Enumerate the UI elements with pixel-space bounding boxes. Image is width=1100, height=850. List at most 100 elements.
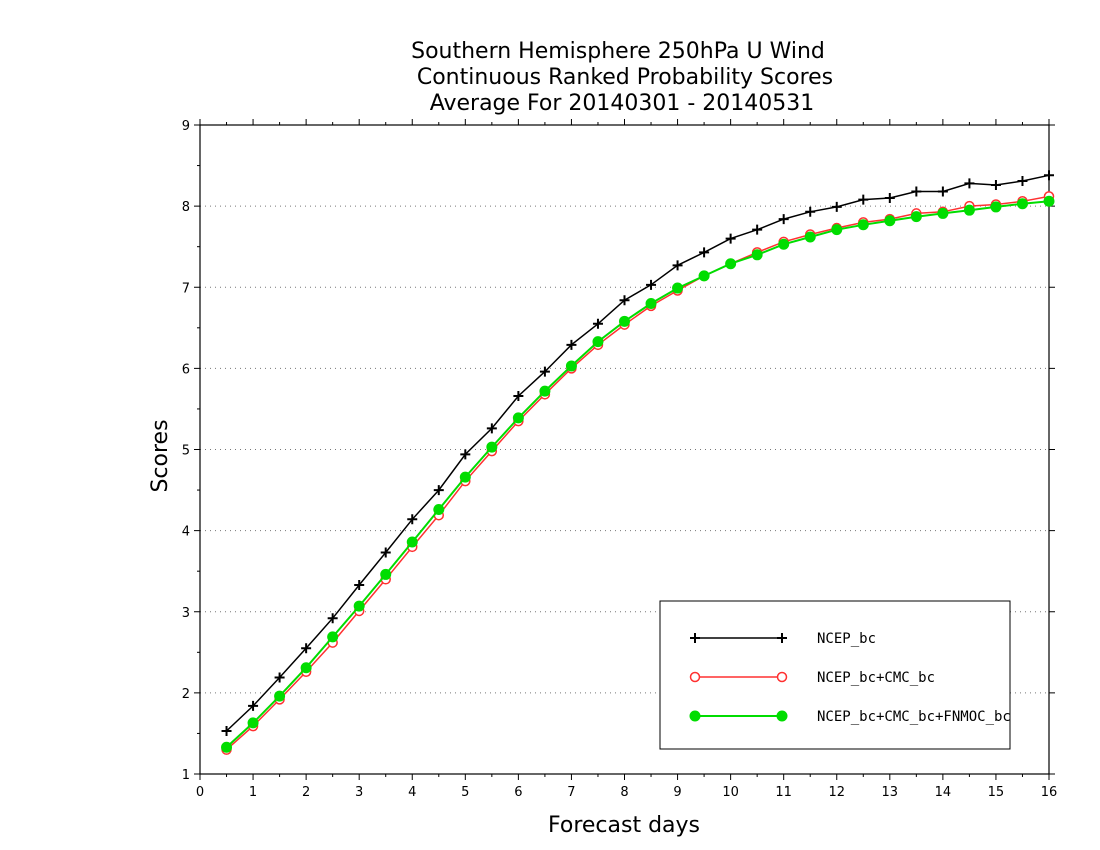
x-tick-label: 0 bbox=[196, 785, 204, 800]
legend-marker bbox=[689, 710, 701, 722]
legend-marker bbox=[777, 633, 787, 643]
legend-label: NCEP_bc+CMC_bc+FNMOC_bc bbox=[817, 709, 1011, 725]
data-point bbox=[301, 643, 312, 654]
chart-title-line-1: Southern Hemisphere 250hPa U Wind bbox=[411, 39, 825, 64]
data-point bbox=[354, 579, 365, 590]
y-tick-label: 1 bbox=[182, 768, 190, 783]
data-point bbox=[911, 186, 922, 197]
x-tick-label: 15 bbox=[988, 785, 1005, 800]
x-tick-label: 9 bbox=[673, 785, 681, 800]
data-point bbox=[433, 485, 444, 496]
series-1 bbox=[221, 170, 1054, 737]
x-tick-label: 1 bbox=[249, 785, 257, 800]
x-tick-label: 4 bbox=[408, 785, 416, 800]
data-point bbox=[725, 233, 736, 244]
data-point bbox=[698, 270, 710, 282]
data-point bbox=[221, 741, 233, 753]
data-point bbox=[1044, 170, 1054, 181]
data-point bbox=[566, 339, 577, 350]
data-point bbox=[248, 700, 259, 711]
data-point bbox=[964, 178, 975, 189]
data-point bbox=[672, 282, 684, 294]
y-tick-label: 2 bbox=[182, 687, 190, 702]
x-tick-label: 12 bbox=[828, 785, 845, 800]
data-point bbox=[539, 366, 550, 377]
data-point bbox=[353, 600, 365, 612]
data-point bbox=[433, 504, 445, 516]
x-tick-label: 7 bbox=[567, 785, 575, 800]
plot-frame bbox=[199, 124, 1050, 775]
data-point bbox=[512, 412, 524, 424]
data-point bbox=[884, 215, 896, 227]
y-tick-label: 6 bbox=[182, 362, 190, 377]
data-point bbox=[539, 385, 551, 397]
data-point bbox=[327, 613, 338, 624]
legend-box bbox=[659, 600, 1011, 750]
data-point bbox=[247, 717, 259, 729]
data-point bbox=[672, 260, 683, 271]
data-point bbox=[831, 201, 842, 212]
data-point bbox=[592, 318, 603, 329]
chart-title-line-2: Continuous Ranked Probability Scores bbox=[417, 65, 833, 90]
data-point bbox=[884, 193, 895, 204]
data-point bbox=[619, 315, 630, 327]
data-point bbox=[1016, 198, 1028, 210]
data-point bbox=[380, 568, 392, 580]
data-point bbox=[592, 336, 604, 348]
series-line bbox=[225, 174, 1050, 732]
data-point bbox=[752, 224, 763, 235]
x-tick-label: 5 bbox=[461, 785, 469, 800]
chart-title-line-3: Average For 20140301 - 20140531 bbox=[430, 91, 815, 116]
y-tick-label: 9 bbox=[182, 119, 190, 134]
data-point bbox=[486, 441, 498, 453]
data-point bbox=[910, 211, 922, 223]
data-point bbox=[805, 206, 816, 217]
y-tick-label: 7 bbox=[182, 281, 190, 296]
x-tick-label: 2 bbox=[302, 785, 310, 800]
data-point bbox=[221, 726, 232, 737]
x-axis-label: Forecast days bbox=[548, 813, 700, 838]
data-point bbox=[274, 672, 285, 683]
data-point bbox=[751, 249, 763, 261]
data-point bbox=[778, 214, 789, 225]
legend-marker bbox=[776, 671, 788, 683]
data-point bbox=[300, 662, 312, 674]
data-point bbox=[699, 247, 710, 258]
y-tick-label: 8 bbox=[182, 200, 190, 215]
data-point bbox=[459, 471, 471, 483]
data-point bbox=[857, 219, 869, 231]
data-point bbox=[804, 231, 816, 243]
data-point bbox=[858, 194, 869, 205]
x-tick-label: 16 bbox=[1041, 785, 1058, 800]
data-point bbox=[513, 390, 524, 401]
data-point bbox=[380, 547, 391, 558]
data-point bbox=[486, 423, 497, 434]
legend-marker bbox=[689, 671, 701, 683]
data-point bbox=[619, 295, 630, 306]
data-point bbox=[406, 536, 418, 548]
x-tick-label: 10 bbox=[722, 785, 739, 800]
data-point bbox=[327, 631, 339, 643]
legend-marker bbox=[690, 633, 700, 643]
x-tick-label: 11 bbox=[775, 785, 792, 800]
data-point bbox=[831, 224, 843, 236]
chart-title: Southern Hemisphere 250hPa U Wind Contin… bbox=[411, 39, 833, 116]
data-point bbox=[778, 238, 790, 250]
data-point bbox=[565, 360, 577, 372]
x-tick-label: 8 bbox=[620, 785, 628, 800]
data-point bbox=[937, 186, 948, 197]
data-point bbox=[990, 180, 1001, 191]
data-point bbox=[460, 449, 471, 460]
y-tick-label: 5 bbox=[182, 444, 190, 459]
legend-label: NCEP_bc bbox=[817, 631, 876, 647]
legend-marker bbox=[776, 710, 788, 722]
x-tick-label: 3 bbox=[355, 785, 363, 800]
data-point bbox=[963, 204, 975, 216]
x-tick-label: 14 bbox=[935, 785, 952, 800]
y-axis-label: Scores bbox=[148, 419, 173, 492]
y-tick-label: 3 bbox=[182, 606, 190, 621]
legend: NCEP_bc NCEP_bc+CMC_bc NCEP_bc+CMC_bc+FNMO… bbox=[659, 600, 1011, 750]
legend-label: NCEP_bc+CMC_bc bbox=[817, 670, 935, 686]
